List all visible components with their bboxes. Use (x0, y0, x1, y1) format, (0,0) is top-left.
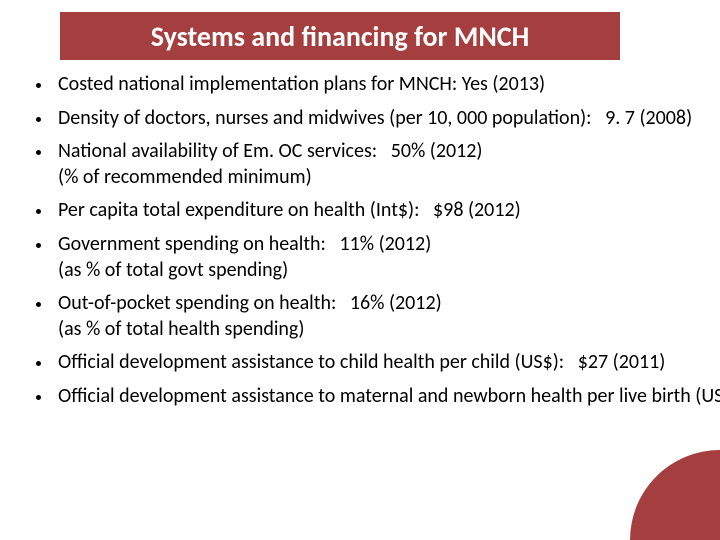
bullet-value: 50% (2012) (391, 139, 483, 163)
bullet-value: 11% (2012) (339, 232, 431, 256)
bullet-sublabel: (as % of total govt spending) (58, 258, 288, 282)
list-item: Out-of-pocket spending on health: 16% (2… (52, 291, 680, 342)
slide-title: Systems and financing for MNCH (151, 19, 530, 54)
corner-decoration (630, 450, 720, 540)
list-item: Costed national implementation plans for… (52, 72, 680, 98)
bullet-value: $98 (2012) (433, 198, 521, 222)
slide: Systems and financing for MNCH Costed na… (0, 0, 720, 540)
list-item: Official development assistance to mater… (52, 384, 680, 410)
bullet-label: Density of doctors, nurses and midwives … (58, 106, 605, 130)
list-item: Per capita total expenditure on health (… (52, 198, 680, 224)
bullet-label: National availability of Em. OC services… (58, 139, 391, 163)
list-item: Government spending on health: 11% (2012… (52, 232, 680, 283)
list-item: Official development assistance to child… (52, 350, 680, 376)
bullet-value: 9. 7 (2008) (605, 106, 692, 130)
bullet-label: Official development assistance to mater… (58, 384, 720, 408)
bullet-label: Per capita total expenditure on health (… (58, 198, 433, 222)
bullet-value: $27 (2011) (578, 350, 666, 374)
bullet-label: Official development assistance to child… (58, 350, 578, 374)
bullet-sublabel: (as % of total health spending) (58, 317, 304, 341)
bullet-label: Out-of-pocket spending on health: (58, 291, 350, 315)
bullet-label: Government spending on health: (58, 232, 339, 256)
title-bar: Systems and financing for MNCH (60, 12, 620, 60)
list-item: National availability of Em. OC services… (52, 139, 680, 190)
bullet-label: Costed national implementation plans for… (58, 72, 462, 96)
bullet-value: Yes (2013) (462, 72, 545, 96)
bullet-sublabel: (% of recommended minimum) (58, 165, 312, 189)
list-item: Density of doctors, nurses and midwives … (52, 106, 680, 132)
bullet-value: 16% (2012) (350, 291, 442, 315)
bullet-list: Costed national implementation plans for… (30, 72, 680, 418)
